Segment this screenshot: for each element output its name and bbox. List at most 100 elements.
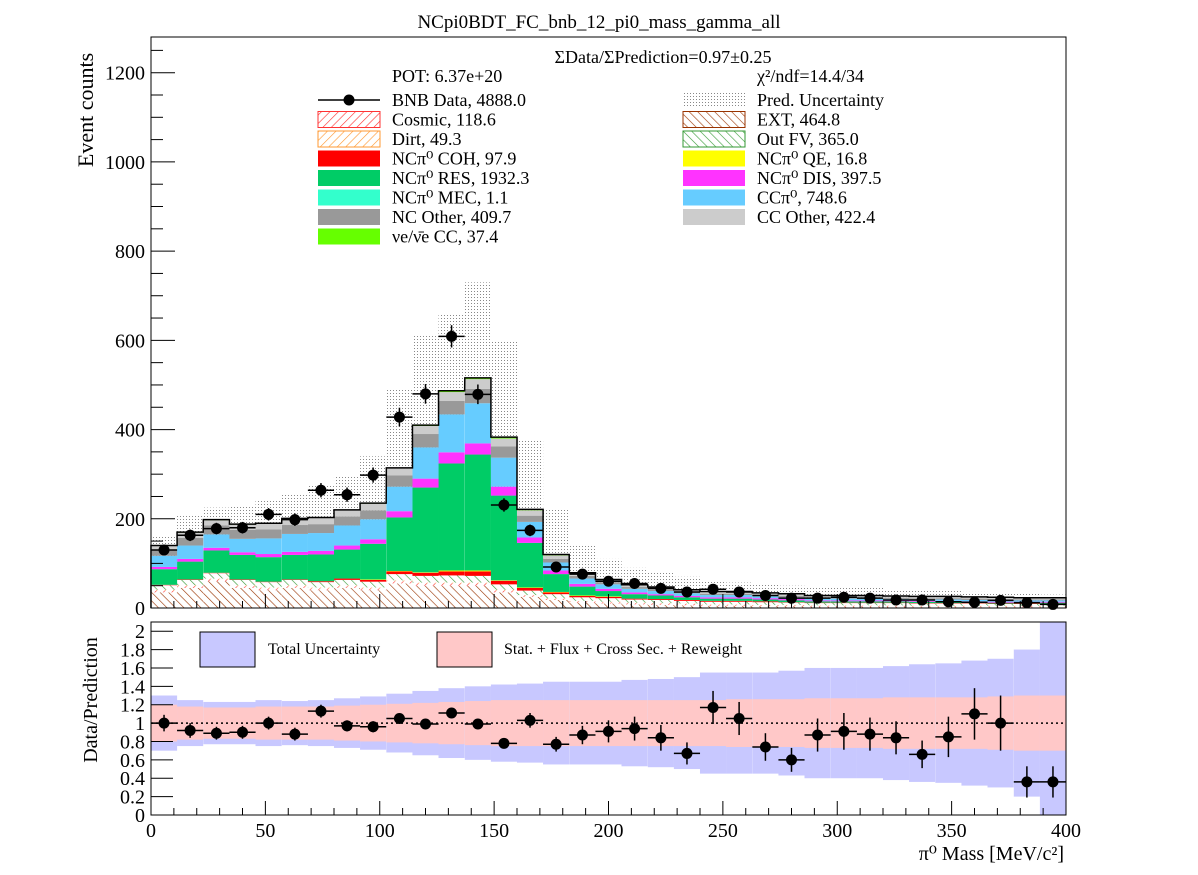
bar-dirt xyxy=(386,580,413,582)
bar-nc_other xyxy=(490,446,518,458)
bar-nc_dis xyxy=(516,537,544,543)
bar-cosmic xyxy=(229,586,256,588)
data-point xyxy=(446,330,458,342)
bar-nc_res xyxy=(595,591,622,597)
uncertainty-band-bin xyxy=(778,585,805,597)
bar-cosmic xyxy=(569,601,596,603)
bar-nc_coh xyxy=(438,571,465,576)
data-point xyxy=(603,575,614,587)
bar-nc_other xyxy=(543,558,570,563)
bar-cc_pi0 xyxy=(412,447,439,479)
x-tick-label: 200 xyxy=(594,820,624,842)
y-tick-label: 1200 xyxy=(105,63,145,85)
bar-nc_qe xyxy=(464,570,491,572)
bar-nc_dis xyxy=(386,511,413,518)
bar-nc_other xyxy=(412,434,439,448)
bar-nc_res xyxy=(516,542,544,588)
y-tick-label: 400 xyxy=(115,420,145,442)
bar-outfv xyxy=(647,599,674,604)
ratio-summary: ΣData/ΣPrediction=0.97±0.25 xyxy=(555,47,772,67)
bar-nc_dis xyxy=(150,566,178,570)
bar-nc_dis xyxy=(490,486,518,496)
bar-nc_dis xyxy=(464,443,491,455)
legend-label-cc_other: CC Other, 422.4 xyxy=(757,207,875,227)
bar-nc_coh xyxy=(464,571,491,576)
bar-nc_coh xyxy=(673,599,701,601)
x-tick-label: 0 xyxy=(146,820,156,842)
bar-ext xyxy=(360,590,387,608)
legend-swatch-nc_res xyxy=(318,170,380,186)
uncertainty-band-bin xyxy=(543,509,570,559)
ratio-point xyxy=(446,707,458,719)
ratio-point xyxy=(237,726,248,738)
data-point xyxy=(210,523,222,535)
ratio-point xyxy=(524,714,536,726)
data-point xyxy=(655,582,667,594)
bar-cosmic xyxy=(203,579,230,582)
bar-cosmic xyxy=(987,606,1014,608)
bar-outfv xyxy=(150,585,178,590)
bar-ext xyxy=(229,587,256,608)
bar-dirt xyxy=(229,585,256,587)
ratio-plot: 00.20.40.60.811.21.41.61.82 0 50 100 150 200 2… xyxy=(120,621,1081,842)
bar-outfv xyxy=(490,584,518,590)
bar-cosmic xyxy=(438,583,465,586)
bar-cosmic xyxy=(307,588,335,591)
bar-outfv xyxy=(752,602,779,605)
ratio-point xyxy=(210,727,222,739)
bar-cosmic xyxy=(830,605,857,607)
bar-nc_other xyxy=(307,524,335,534)
ratio-point xyxy=(759,741,771,753)
uncertainty-band-bin xyxy=(882,589,910,600)
bar-outfv xyxy=(856,603,884,606)
bar-cc_pi0 xyxy=(386,486,413,512)
legend-swatch-cc_pi0 xyxy=(683,189,745,206)
bar-outfv xyxy=(543,594,570,599)
bar-nc_dis xyxy=(438,452,465,464)
bar-nc_coh xyxy=(726,600,753,602)
bar-nc_coh xyxy=(307,581,335,583)
bar-nc_dis xyxy=(699,597,727,599)
bar-nc_dis xyxy=(203,547,230,551)
bar-outfv xyxy=(333,579,361,586)
x-tick-label: 50 xyxy=(255,820,275,842)
bar-cosmic xyxy=(150,590,178,593)
data-point xyxy=(890,594,902,606)
bar-dirt xyxy=(412,582,439,584)
legend-label-data: BNB Data, 4888.0 xyxy=(392,90,526,110)
data-point xyxy=(237,522,248,534)
ratio-y-tick-label: 1.2 xyxy=(120,695,145,717)
bar-dirt xyxy=(438,582,465,584)
bar-cc_pi0 xyxy=(229,538,256,553)
bar-cosmic xyxy=(516,595,544,597)
bar-outfv xyxy=(438,575,465,583)
bar-nc_res xyxy=(412,487,439,573)
ratio-y-tick-label: 2 xyxy=(135,621,145,643)
bar-nc_other xyxy=(255,529,282,539)
data-point xyxy=(550,561,562,573)
data-point xyxy=(367,469,379,481)
bar-nc_dis xyxy=(229,552,256,555)
bar-dirt xyxy=(360,587,387,589)
bar-cosmic xyxy=(673,603,701,606)
bar-cosmic xyxy=(543,598,570,600)
ratio-point xyxy=(341,720,353,732)
bar-cc_other xyxy=(464,379,491,389)
bar-cc_pi0 xyxy=(464,403,491,444)
legend-swatch-stat xyxy=(436,631,493,668)
bar-ext xyxy=(543,599,570,608)
bar-nc_res xyxy=(621,594,648,599)
ratio-point xyxy=(1021,776,1033,788)
legend-label-nc_res: NCπ⁰ RES, 1932.3 xyxy=(392,168,529,188)
bar-cc_other xyxy=(307,517,335,525)
bar-cc_other xyxy=(333,510,361,517)
ratio-point xyxy=(733,713,745,724)
bar-nc_dis xyxy=(360,539,387,544)
ratio-point xyxy=(472,718,484,730)
bar-nc_coh xyxy=(490,580,518,585)
bar-ext xyxy=(150,592,178,608)
ratio-point xyxy=(315,705,327,717)
x-axis-label: π⁰ Mass [MeV/c²] xyxy=(919,843,1064,865)
legend-label-ext: EXT, 464.8 xyxy=(757,110,840,130)
legend-swatch-ext xyxy=(682,111,746,128)
